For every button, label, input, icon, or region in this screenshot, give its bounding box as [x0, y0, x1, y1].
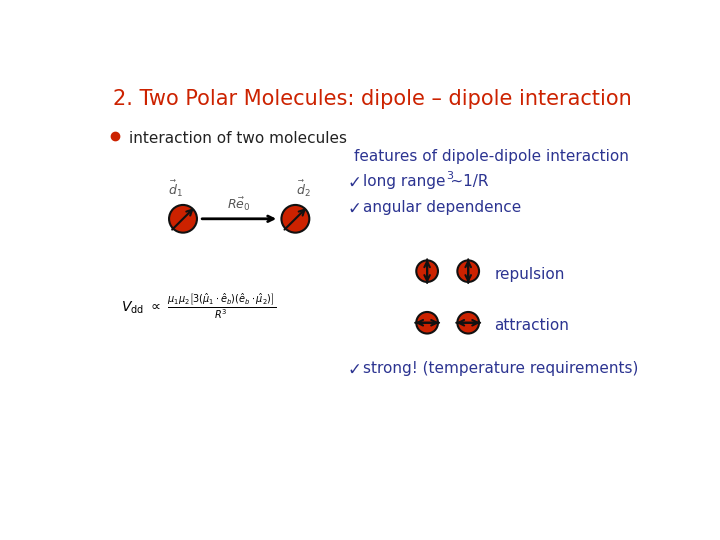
Text: angular dependence: angular dependence [363, 200, 521, 215]
Circle shape [457, 260, 479, 282]
Text: 2. Two Polar Molecules: dipole – dipole interaction: 2. Two Polar Molecules: dipole – dipole … [113, 90, 632, 110]
Text: $V_{\rm dd}\ \propto\ \frac{\mu_1\mu_2\left[3(\hat{\mu}_1\cdot\hat{e}_b)(\hat{e}: $V_{\rm dd}\ \propto\ \frac{\mu_1\mu_2\l… [121, 292, 276, 321]
Text: ✓: ✓ [347, 361, 361, 379]
Text: ✓: ✓ [347, 200, 361, 218]
Circle shape [282, 205, 310, 233]
Circle shape [416, 260, 438, 282]
Text: ✓: ✓ [347, 174, 361, 192]
Text: 3: 3 [446, 171, 454, 181]
Text: attraction: attraction [495, 319, 570, 333]
Circle shape [416, 312, 438, 334]
Text: strong! (temperature requirements): strong! (temperature requirements) [363, 361, 638, 376]
Text: $R\vec{e}_0$: $R\vec{e}_0$ [228, 195, 251, 213]
Circle shape [457, 312, 479, 334]
Text: $\vec{d}_1$: $\vec{d}_1$ [168, 178, 183, 199]
Text: $\vec{d}_2$: $\vec{d}_2$ [296, 178, 310, 199]
Text: repulsion: repulsion [495, 267, 565, 282]
Circle shape [169, 205, 197, 233]
Text: features of dipole-dipole interaction: features of dipole-dipole interaction [354, 150, 629, 165]
Text: long range ~1/R: long range ~1/R [363, 174, 488, 189]
Text: interaction of two molecules: interaction of two molecules [129, 131, 347, 146]
